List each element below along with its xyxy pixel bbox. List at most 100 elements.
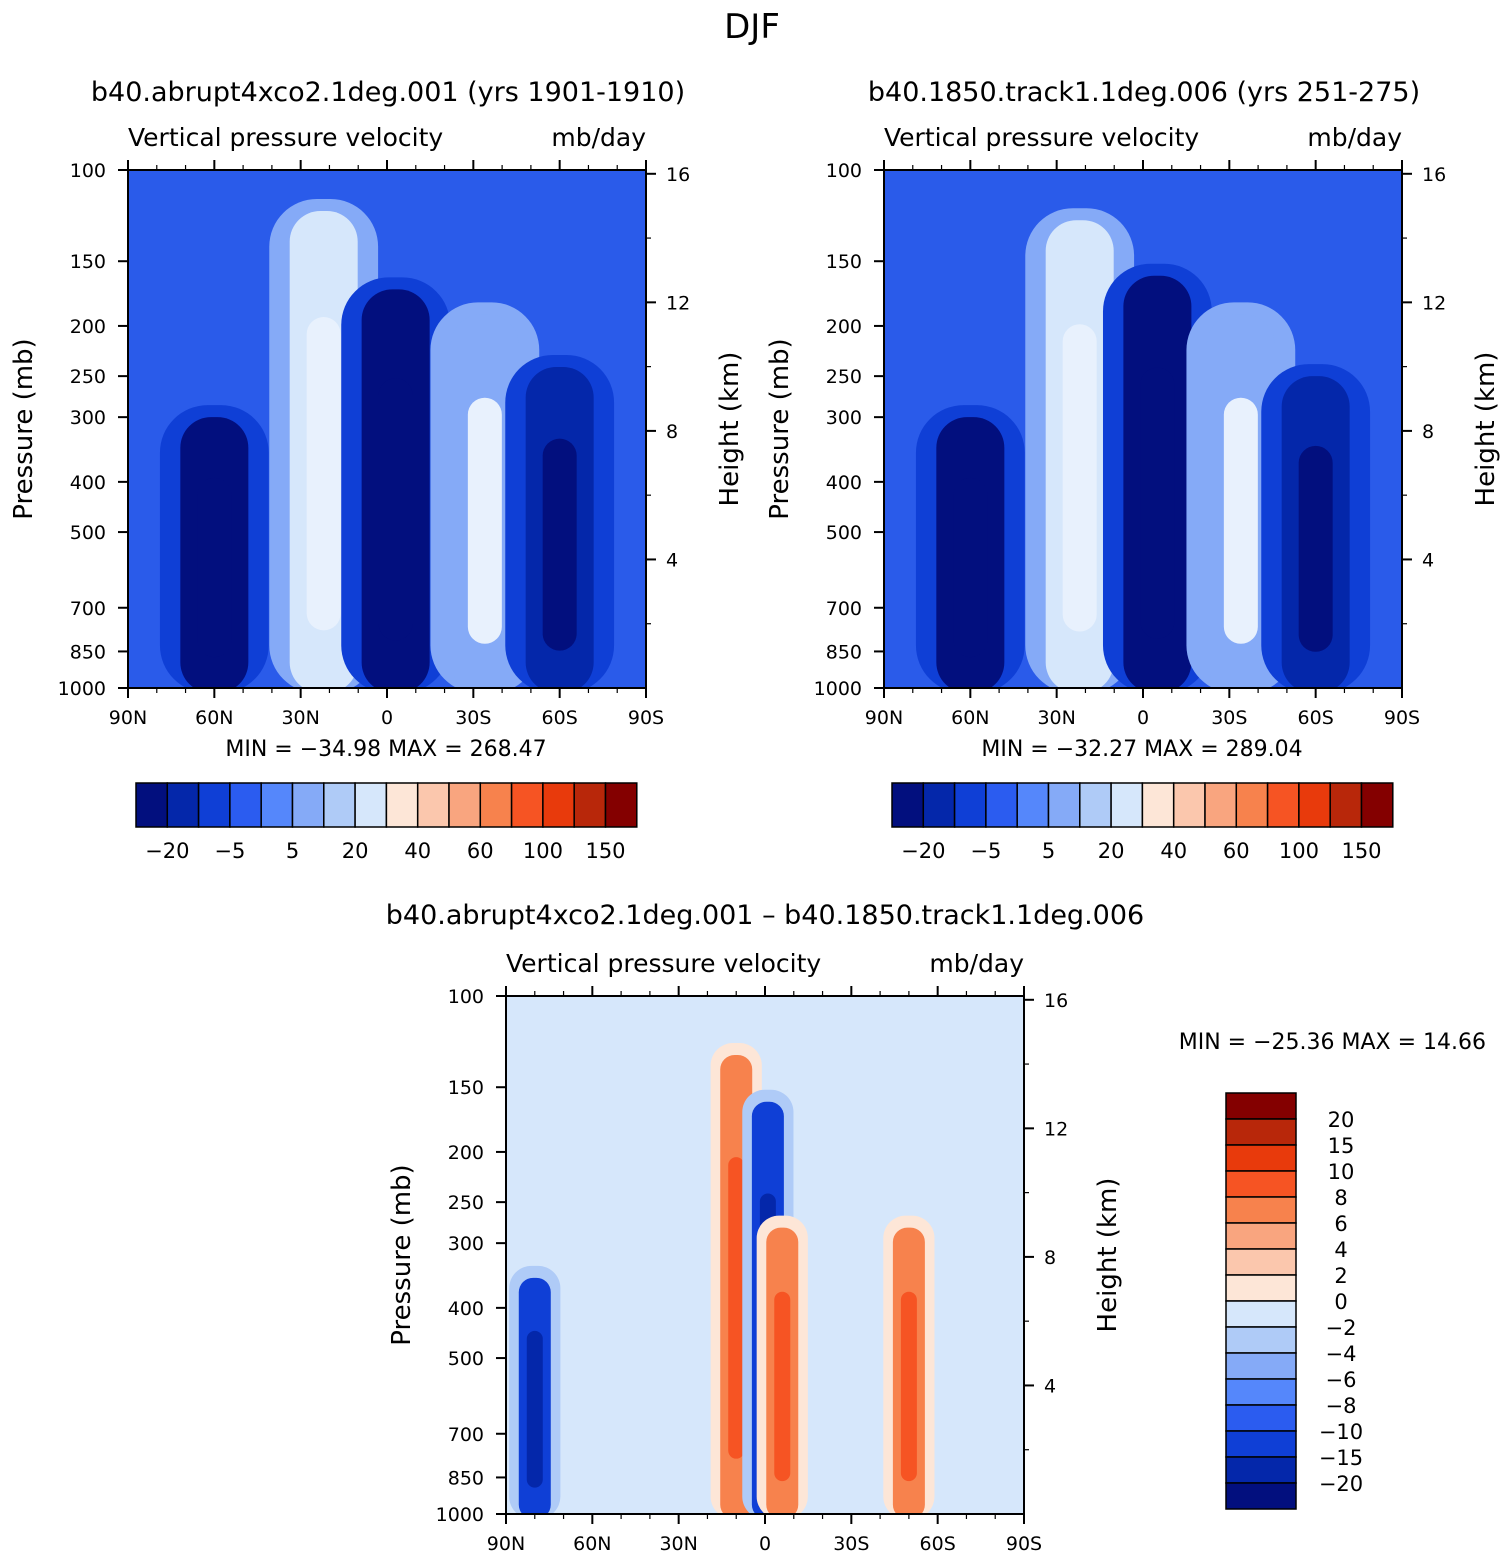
figure-title: DJF: [724, 7, 780, 47]
y-tick-label: 150: [826, 251, 862, 273]
colorbar-swatch: [1204, 782, 1238, 828]
panel-minmax: MIN = −34.98 MAX = 268.47: [225, 737, 546, 762]
colorbar-label: 150: [1341, 839, 1381, 863]
y2-tick-label: 8: [1422, 421, 1434, 443]
y-tick-label: 100: [448, 986, 484, 1008]
colorbar-swatch: [229, 782, 262, 828]
y-tick-label: 1000: [814, 678, 862, 700]
x-tick-label: 0: [759, 1533, 771, 1555]
y-tick-label: 1000: [58, 678, 106, 700]
y2-tick-label: 4: [1044, 1375, 1056, 1397]
y-tick-label: 150: [448, 1077, 484, 1099]
colorbar-label: 20: [1328, 1108, 1355, 1132]
panel-abrupt4xco2: b40.abrupt4xco2.1deg.001 (yrs 1901-1910)…: [9, 77, 745, 863]
colorbar-swatch: [1141, 782, 1175, 828]
colorbar-swatch: [1225, 1326, 1297, 1354]
panel-units-label: mb/day: [551, 123, 646, 152]
y2-tick-label: 4: [666, 549, 678, 571]
x-tick-label: 90N: [109, 707, 147, 729]
colorbar-label: 100: [523, 839, 563, 863]
colorbar-swatch: [1225, 1170, 1297, 1198]
colorbar-swatch: [291, 782, 325, 828]
colorbar-swatch: [953, 782, 987, 828]
panel-title: b40.abrupt4xco2.1deg.001 (yrs 1901-1910): [91, 77, 685, 108]
colorbar-label: 20: [1098, 839, 1125, 863]
colorbar-swatch: [1360, 782, 1394, 828]
y-tick-label: 300: [70, 407, 106, 429]
colorbar-swatch: [1225, 1378, 1297, 1406]
panel-difference: b40.abrupt4xco2.1deg.001 – b40.1850.trac…: [386, 900, 1486, 1555]
y2-tick-label: 16: [1044, 990, 1068, 1012]
y-tick-label: 200: [70, 316, 106, 338]
contour-peak-positive: [774, 1291, 791, 1482]
colorbar-label: −10: [1319, 1420, 1363, 1444]
x-tick-label: 30S: [833, 1533, 869, 1555]
y2-tick-label: 12: [666, 292, 690, 314]
x-tick-label: 90N: [487, 1533, 525, 1555]
contour-peak-negative: [197, 477, 232, 658]
y-tick-label: 500: [70, 522, 106, 544]
y-tick-label: 200: [826, 316, 862, 338]
x-tick-label: 30S: [1211, 707, 1247, 729]
colorbar-label: 40: [1160, 839, 1187, 863]
colorbar-swatch: [1225, 1092, 1297, 1120]
x-tick-label: 60S: [1298, 707, 1334, 729]
colorbar-swatch: [135, 782, 169, 828]
colorbar-swatch: [1110, 782, 1144, 828]
y-tick-label: 850: [70, 641, 106, 663]
colorbar-label: 60: [1223, 839, 1250, 863]
y2-tick-label: 16: [666, 164, 690, 186]
colorbar-swatch: [1047, 782, 1081, 828]
contour-peak-positive: [1223, 397, 1258, 644]
y-tick-label: 400: [448, 1298, 484, 1320]
panel-variable-label: Vertical pressure velocity: [506, 949, 821, 978]
colorbar-label: 8: [1334, 1186, 1347, 1210]
panel-units-label: mb/day: [929, 949, 1024, 978]
colorbar-label: 5: [286, 839, 299, 863]
colorbar-swatch: [448, 782, 482, 828]
colorbar-swatch: [1225, 1274, 1297, 1302]
contour-peak-negative: [526, 1330, 543, 1488]
y-tick-label: 100: [70, 160, 106, 182]
colorbar-swatch: [166, 782, 200, 828]
colorbar-label: −4: [1326, 1342, 1357, 1366]
y-tick-label: 200: [448, 1142, 484, 1164]
y2-tick-label: 12: [1422, 292, 1446, 314]
colorbar-label: −20: [901, 839, 945, 863]
colorbar-label: −5: [970, 839, 1001, 863]
contour-peak-positive: [306, 317, 341, 631]
y2-axis-label: Height (km): [715, 352, 745, 507]
colorbar-swatch: [1298, 782, 1331, 828]
contour-peak-negative: [1298, 445, 1333, 652]
colorbar-swatch: [1225, 1404, 1297, 1432]
y-tick-label: 150: [70, 251, 106, 273]
colorbar-label: 100: [1279, 839, 1319, 863]
colorbar-label: 6: [1334, 1212, 1347, 1236]
y-tick-label: 1000: [436, 1504, 484, 1526]
x-tick-label: 0: [1137, 707, 1149, 729]
colorbar-swatch: [1016, 782, 1050, 828]
x-tick-label: 90S: [1006, 1533, 1042, 1555]
colorbar-label: −2: [1326, 1316, 1357, 1340]
colorbar-swatch: [1225, 1196, 1297, 1224]
colorbar-swatch: [1329, 782, 1363, 828]
colorbar-swatch: [1079, 782, 1112, 828]
colorbar-label: −5: [214, 839, 245, 863]
y-tick-label: 500: [448, 1348, 484, 1370]
colorbar-swatch: [1235, 782, 1269, 828]
contour-peak-positive: [1062, 324, 1097, 632]
panel-minmax: MIN = −25.36 MAX = 14.66: [1179, 1030, 1486, 1055]
colorbar-label: −6: [1326, 1368, 1357, 1392]
colorbar-swatch: [510, 782, 544, 828]
x-tick-label: 90S: [1384, 707, 1420, 729]
colorbar-label: 10: [1328, 1160, 1355, 1184]
panel-units-label: mb/day: [1307, 123, 1402, 152]
y-tick-label: 500: [826, 522, 862, 544]
colorbar-label: 4: [1334, 1238, 1347, 1262]
y-tick-label: 300: [826, 407, 862, 429]
colorbar-label: 0: [1334, 1290, 1347, 1314]
contour-peak-positive: [728, 1157, 745, 1459]
colorbar-swatch: [1225, 1144, 1297, 1172]
x-tick-label: 60S: [542, 707, 578, 729]
